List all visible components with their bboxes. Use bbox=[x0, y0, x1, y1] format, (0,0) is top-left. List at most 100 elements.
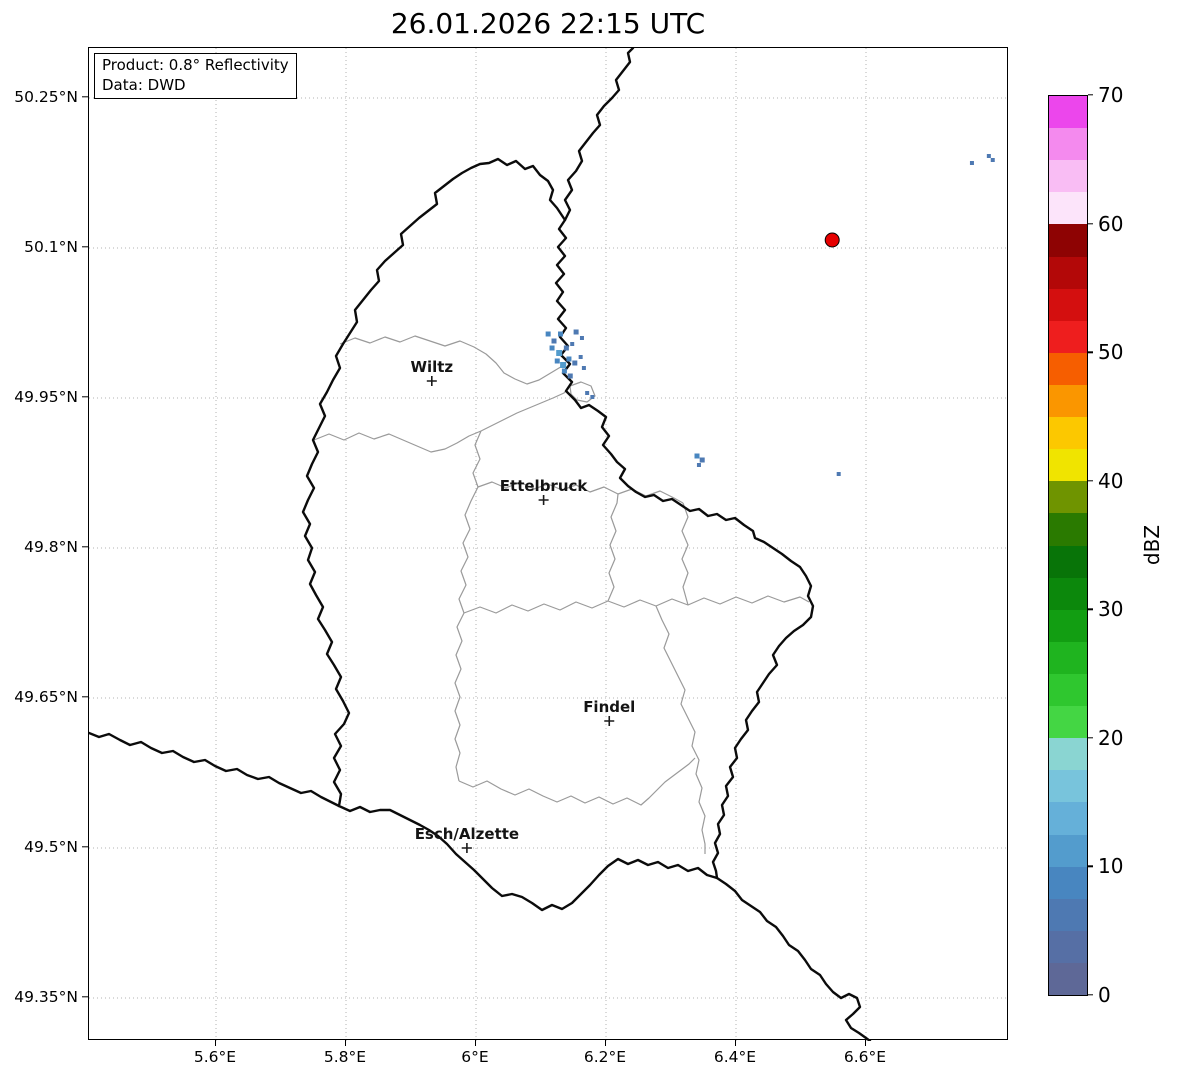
colorbar-tick-label: 10 bbox=[1098, 854, 1124, 879]
lon-tick-mark bbox=[735, 1040, 737, 1046]
colorbar-tick-label: 60 bbox=[1098, 211, 1124, 236]
city-marker bbox=[426, 376, 437, 386]
colorbar bbox=[1048, 95, 1088, 996]
city-label: Wiltz bbox=[410, 358, 453, 376]
canton-border bbox=[458, 757, 696, 806]
lat-tick-label: 49.35°N bbox=[14, 988, 78, 1006]
colorbar-band bbox=[1049, 449, 1087, 482]
colorbar-band bbox=[1049, 673, 1087, 707]
colorbar-band bbox=[1049, 770, 1087, 803]
radar-echo-pixel bbox=[581, 366, 586, 370]
canton-border bbox=[477, 481, 684, 504]
radar-echo-pixel bbox=[545, 331, 551, 337]
lon-tick-label: 6.4°E bbox=[713, 1048, 757, 1066]
colorbar-band bbox=[1049, 930, 1087, 963]
lat-tick-mark bbox=[82, 96, 88, 98]
colorbar-band bbox=[1049, 609, 1087, 642]
map-plot-area: Wiltz Ettelbruck Findel Esch/Alzette bbox=[88, 47, 1009, 1041]
map-canvas: Wiltz Ettelbruck Findel Esch/Alzette bbox=[89, 48, 1009, 1041]
canton-border bbox=[681, 502, 689, 606]
radar-echo-layer bbox=[545, 154, 995, 476]
product-info-line: Product: 0.8° Reflectivity bbox=[102, 56, 289, 74]
lat-tick-mark bbox=[82, 396, 88, 398]
city-marker bbox=[604, 716, 615, 726]
colorbar-band bbox=[1049, 128, 1087, 161]
lon-tick-mark bbox=[605, 1040, 607, 1046]
lat-tick-label: 49.95°N bbox=[14, 388, 78, 406]
colorbar-tick-mark bbox=[1088, 865, 1093, 868]
radar-echo-pixel bbox=[694, 453, 700, 459]
colorbar-band bbox=[1049, 481, 1087, 514]
radar-site-marker bbox=[824, 232, 840, 248]
colorbar-tick-mark bbox=[1088, 351, 1093, 353]
canton-border bbox=[463, 595, 810, 614]
lon-tick-mark bbox=[865, 1040, 867, 1046]
lat-tick-mark bbox=[82, 546, 88, 548]
radar-echo-pixel bbox=[578, 355, 583, 359]
figure-title: 26.01.2026 22:15 UTC bbox=[390, 7, 706, 40]
radar-echo-pixel bbox=[567, 373, 573, 379]
country-borders bbox=[89, 48, 872, 1041]
radar-echo-pixel bbox=[561, 368, 567, 374]
colorbar-band bbox=[1049, 738, 1087, 771]
lat-tick-label: 49.5°N bbox=[24, 838, 78, 856]
colorbar-band bbox=[1049, 320, 1087, 353]
radar-echo-pixel bbox=[990, 158, 995, 162]
radar-echo-pixel bbox=[579, 336, 584, 340]
data-source-line: Data: DWD bbox=[102, 75, 186, 94]
luxembourg-border bbox=[301, 157, 815, 912]
colorbar-band bbox=[1049, 706, 1087, 739]
radar-echo-pixel bbox=[566, 356, 572, 362]
radar-echo-pixel bbox=[549, 345, 555, 351]
lat-tick-label: 49.65°N bbox=[14, 688, 78, 706]
colorbar-band bbox=[1049, 641, 1087, 674]
colorbar-band bbox=[1049, 866, 1087, 899]
radar-echo-pixel bbox=[560, 362, 567, 368]
colorbar-band bbox=[1049, 802, 1087, 835]
colorbar-band bbox=[1049, 898, 1087, 931]
colorbar-band bbox=[1049, 513, 1087, 546]
colorbar-tick-label: 40 bbox=[1098, 468, 1124, 493]
canton-border bbox=[454, 430, 482, 782]
city-marker-layer: Wiltz Ettelbruck Findel Esch/Alzette bbox=[410, 232, 840, 853]
canton-border bbox=[480, 385, 571, 432]
colorbar-tick-label: 50 bbox=[1098, 340, 1124, 365]
belgium-france-border bbox=[89, 731, 341, 808]
product-info-box: Product: 0.8° Reflectivity Data: DWD bbox=[94, 53, 297, 99]
lat-tick-label: 49.8°N bbox=[24, 538, 78, 556]
lon-tick-label: 6.2°E bbox=[583, 1048, 627, 1066]
colorbar-tick-mark bbox=[1088, 480, 1093, 482]
radar-echo-pixel bbox=[696, 463, 701, 467]
city-marker bbox=[538, 495, 549, 505]
colorbar-band bbox=[1049, 577, 1087, 610]
radar-echo-pixel bbox=[551, 338, 557, 344]
lat-tick-label: 50.25°N bbox=[14, 88, 78, 106]
radar-echo-pixel bbox=[572, 360, 578, 366]
belgium-germany-border bbox=[563, 48, 635, 222]
lat-tick-mark bbox=[82, 246, 88, 248]
radar-echo-pixel bbox=[836, 472, 841, 476]
city-label: Esch/Alzette bbox=[415, 825, 519, 843]
lon-tick-label: 5.8°E bbox=[323, 1048, 367, 1066]
lat-tick-mark bbox=[82, 846, 88, 848]
lat-tick-mark bbox=[82, 996, 88, 998]
radar-echo-pixel bbox=[986, 154, 991, 158]
colorbar-band bbox=[1049, 256, 1087, 289]
lon-tick-mark bbox=[475, 1040, 477, 1046]
colorbar-band bbox=[1049, 417, 1087, 450]
colorbar-tick-label: 0 bbox=[1098, 983, 1111, 1007]
colorbar-tick-label: 20 bbox=[1098, 725, 1124, 750]
canton-borders bbox=[313, 335, 810, 854]
radar-echo-pixel bbox=[554, 358, 560, 364]
colorbar-tick-mark bbox=[1088, 994, 1093, 996]
grid-layer bbox=[89, 48, 1009, 1041]
colorbar-tick-mark bbox=[1088, 222, 1093, 225]
colorbar-tick-label: 30 bbox=[1098, 597, 1124, 622]
radar-echo-pixel bbox=[558, 331, 564, 337]
colorbar-tick-mark bbox=[1088, 737, 1093, 739]
colorbar-tick-mark bbox=[1088, 608, 1093, 610]
colorbar-band bbox=[1049, 352, 1087, 385]
germany-france-border bbox=[715, 876, 872, 1041]
radar-echo-pixel bbox=[570, 342, 575, 346]
